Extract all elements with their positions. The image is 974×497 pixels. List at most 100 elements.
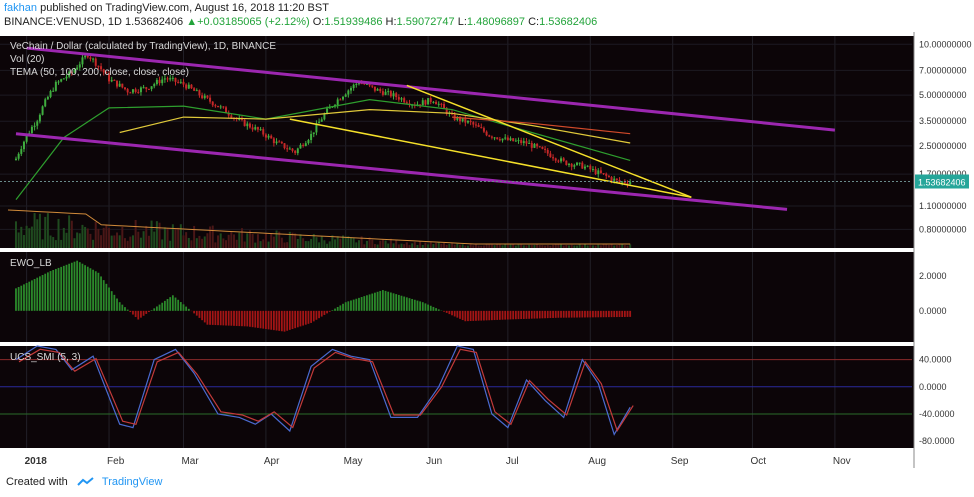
ewo-bar — [544, 310, 546, 319]
chart-area[interactable]: 2018 Feb Mar Apr May Jun Jul Aug Sep Oct Nov 10.000… — [0, 32, 974, 472]
volume-bar — [565, 245, 568, 248]
candle-body — [509, 138, 512, 141]
ewo-bar — [23, 284, 25, 311]
candle-body — [275, 141, 278, 144]
ewo-bar — [363, 296, 366, 311]
ewo-bar — [312, 310, 315, 322]
ewo-bar — [132, 310, 134, 315]
ewo-bar — [392, 293, 395, 311]
volume-bar — [256, 234, 259, 248]
candle-body — [198, 90, 201, 96]
candle-body — [187, 84, 190, 89]
candle-body — [578, 162, 581, 164]
volume-bar — [395, 239, 398, 248]
tradingview-link[interactable]: TradingView — [101, 476, 163, 488]
ewo-bar — [350, 300, 352, 311]
volume-bar — [347, 236, 350, 248]
candle-body — [342, 96, 345, 100]
volume-bar — [100, 235, 103, 248]
ewo-bar — [262, 310, 265, 329]
volume-bar — [621, 244, 624, 248]
volume-bar — [155, 221, 158, 248]
author-link[interactable]: fakhan — [4, 2, 38, 14]
ewo-bar — [344, 302, 347, 311]
tema-line — [119, 108, 631, 144]
ewo-bar — [86, 266, 89, 311]
ewo-bar — [546, 310, 549, 319]
candle-body — [65, 76, 68, 79]
volume-bar — [618, 244, 621, 248]
volume-bar — [206, 233, 209, 248]
volume-bar — [304, 241, 307, 248]
volume-bar — [379, 240, 382, 248]
ewo-bar — [597, 310, 600, 318]
candle-body — [560, 158, 563, 162]
volume-bar — [182, 235, 185, 248]
candle-body — [267, 135, 270, 138]
volume-bar — [461, 244, 464, 248]
volume-bar — [123, 238, 126, 248]
ewo-bar — [530, 310, 533, 319]
volume-bar — [482, 245, 485, 248]
candle-body — [270, 135, 273, 139]
ewo-bar — [600, 310, 602, 318]
ewo-bar — [605, 310, 608, 318]
ewo-bar — [94, 271, 97, 311]
ewo-bar — [477, 310, 480, 321]
volume-bar — [607, 244, 610, 248]
volume-bar — [544, 245, 547, 248]
volume-bar — [315, 237, 318, 248]
volume-bar — [405, 242, 408, 248]
volume-bar — [94, 221, 97, 248]
volume-bar — [411, 243, 414, 248]
volume-bar — [546, 245, 549, 248]
volume-bar — [153, 231, 156, 248]
candle-body — [623, 181, 626, 184]
tema-line — [451, 116, 631, 135]
volume-bar — [581, 245, 584, 248]
volume-bar — [488, 244, 491, 248]
ewo-bar — [469, 310, 472, 322]
volume-bar — [368, 237, 371, 248]
candle-body — [49, 91, 52, 97]
ewo-bar — [424, 303, 427, 311]
volume-bar — [299, 234, 302, 248]
volume-bar — [14, 221, 17, 248]
ewo-bar — [62, 265, 65, 311]
volume-bar — [174, 228, 177, 248]
candle-body — [20, 149, 23, 154]
ewo-bar — [435, 308, 437, 311]
pane-3-background — [0, 346, 914, 448]
ewo-bar — [241, 310, 243, 327]
volume-bar — [416, 245, 419, 248]
candle-body — [629, 182, 632, 185]
volume-bar — [145, 225, 148, 248]
volume-bar — [323, 240, 326, 248]
low-label: L: — [457, 16, 467, 28]
volume-bar — [238, 232, 241, 248]
volume-bar — [384, 240, 387, 248]
volume-bar — [49, 235, 52, 248]
volume-bar — [419, 241, 422, 248]
ewo-bar — [331, 310, 334, 311]
volume-bar — [599, 245, 602, 248]
volume-bar — [84, 226, 87, 248]
volume-bar — [17, 232, 20, 248]
candle-body — [326, 108, 329, 114]
candle-body — [230, 115, 233, 118]
volume-bar — [185, 232, 188, 248]
volume-bar — [262, 239, 265, 248]
candle-body — [568, 163, 571, 165]
ewo-bar — [169, 297, 172, 311]
volume-bar — [427, 244, 430, 248]
candle-body — [599, 170, 602, 174]
volume-bar — [501, 245, 504, 248]
volume-bar — [193, 225, 196, 248]
volume-bar — [139, 237, 142, 248]
candle-body — [482, 128, 485, 132]
volume-bar — [54, 240, 57, 248]
candle-body — [312, 132, 315, 134]
x-tick-label: Jun — [426, 456, 442, 467]
volume-bar — [110, 235, 113, 248]
open-value: 1.51939486 — [324, 16, 383, 28]
